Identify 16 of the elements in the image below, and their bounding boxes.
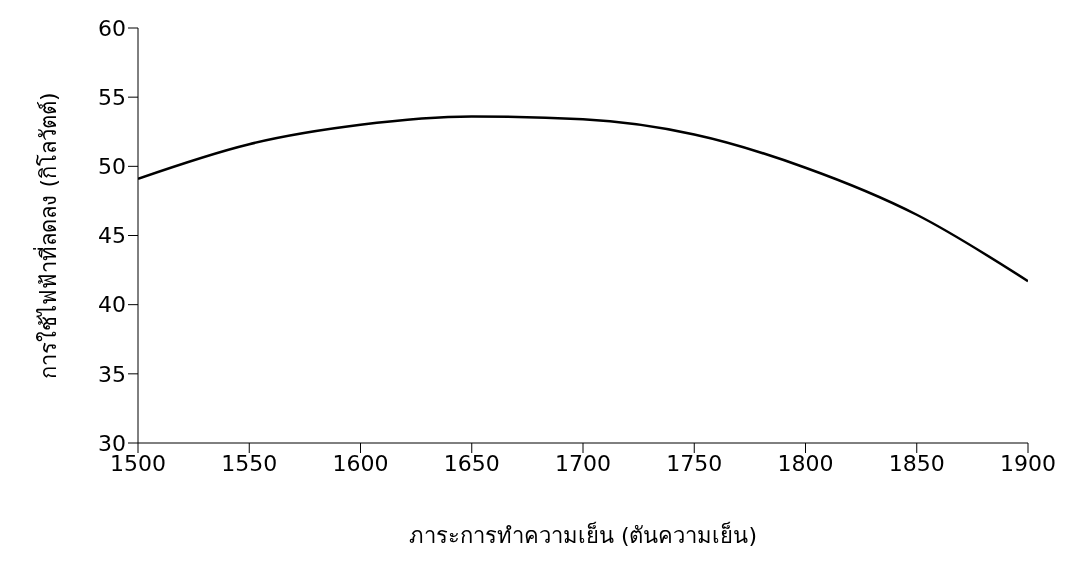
x-tick-label: 1700 [555, 450, 611, 476]
y-tick-label: 55 [98, 84, 126, 110]
y-axis-title: การใช้ไฟฟ้าที่ลดลง (กิโลวัตต์) [32, 92, 61, 379]
x-tick-label: 1650 [443, 450, 500, 476]
x-tick-label: 1600 [332, 450, 389, 476]
y-tick-label: 50 [98, 154, 126, 180]
x-tick-label: 1550 [221, 450, 278, 476]
x-tick-label: 1900 [1000, 450, 1056, 476]
y-tick-label: 45 [98, 223, 126, 249]
x-tick-label: 1850 [888, 450, 945, 476]
x-tick-label: 1750 [666, 450, 723, 476]
y-tick-label: 60 [98, 15, 126, 41]
x-axis-title: ภาระการทำความเย็น (ตันความเย็น) [408, 521, 758, 548]
y-tick-label: 40 [98, 292, 126, 318]
y-tick-label: 35 [98, 361, 126, 387]
x-tick-label: 1800 [777, 450, 834, 476]
